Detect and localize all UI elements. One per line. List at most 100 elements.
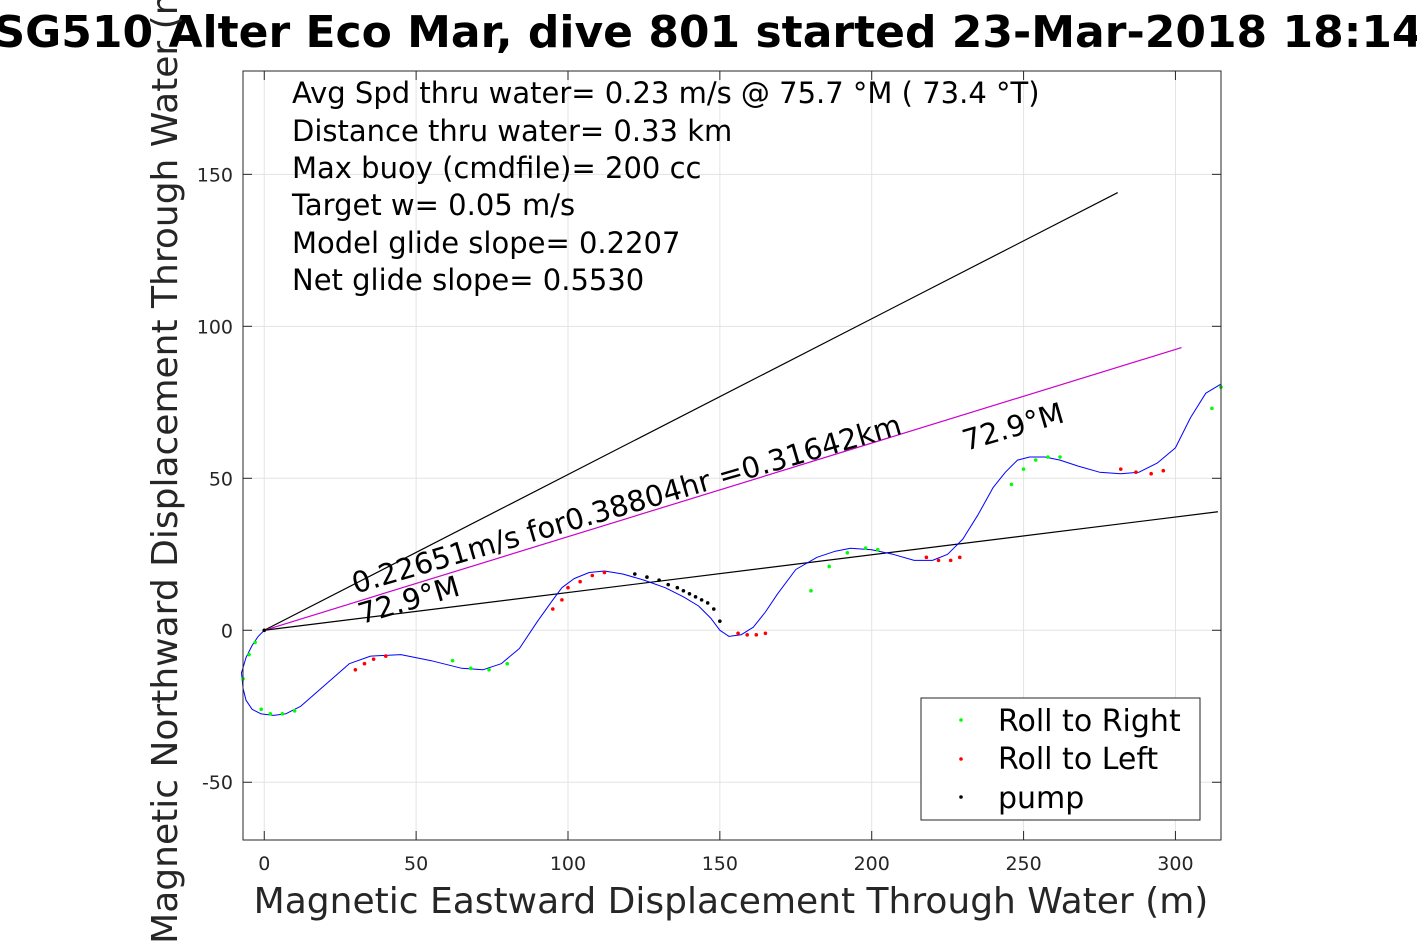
roll-right-marker [875,547,880,552]
roll-left-marker [371,657,376,661]
info-line-net-glide-slope: Net glide slope= 0.5530 [292,263,644,297]
info-line-target-w: Target w= 0.05 m/s [291,188,575,222]
x-tick-label: 200 [854,853,890,875]
pump-marker [681,588,686,593]
roll-right-marker [450,658,455,663]
pump-marker [675,585,680,590]
track-line [241,383,1222,716]
roll-left-marker [560,598,564,602]
pump-marker [711,607,716,611]
pump-marker [666,582,671,587]
legend-marker-pump [959,795,963,799]
roll-left-marker [1149,471,1153,476]
pump-marker [633,572,637,576]
pump-marker [687,591,692,596]
roll-left-marker [578,579,582,584]
plot-area [241,70,1223,841]
y-tick-label: -50 [202,772,233,794]
roll-right-marker [1210,406,1214,411]
roll-left-marker [936,558,941,563]
roll-right-marker [468,666,473,671]
x-tick-label: 250 [1005,853,1041,875]
roll-right-marker [253,640,257,645]
roll-left-marker [353,667,358,672]
roll-right-marker [827,564,831,569]
roll-right-marker [809,588,813,593]
pump-marker [718,619,722,623]
roll-right-marker [1021,467,1026,471]
track-group [241,383,1222,716]
roll-right-marker [1009,482,1014,487]
y-tick-label: 50 [209,468,233,490]
reference-line-heading [264,347,1182,631]
legend-marker-roll-right [959,718,963,722]
roll-right-marker [1033,458,1038,462]
legend-marker-roll-left [959,757,963,761]
chart-title: SG510 Alter Eco Mar, dive 801 started 23… [0,7,1417,58]
pump-marker [693,595,698,599]
legend-label-pump: pump [998,781,1084,816]
y-axis-label: Magnetic Northward Displacement Through … [145,0,186,944]
roll-left-marker [590,573,595,578]
roll-left-marker [948,558,953,563]
info-line-max-buoy: Max buoy (cmdfile)= 200 cc [292,151,701,185]
roll-left-marker [1134,470,1138,475]
y-tick-label: 100 [197,316,233,338]
roll-left-marker [957,555,962,560]
x-tick-label: 300 [1157,853,1193,875]
legend-label-roll-right: Roll to Right [998,704,1181,739]
tick-marks [243,71,1221,840]
roll-right-marker [1046,455,1050,459]
pump-marker [262,628,267,633]
roll-right-marker [863,546,868,551]
roll-right-marker [259,707,264,712]
roll-right-marker [505,661,510,666]
y-tick-label: 150 [197,164,233,186]
roll-right-marker [280,712,285,716]
roll-left-marker [602,570,607,575]
info-line-distance: Distance thru water= 0.33 km [292,114,732,148]
x-tick-label: 0 [258,853,270,875]
roll-left-marker [383,654,388,658]
roll-left-marker [736,631,740,636]
legend-box [920,697,1201,821]
roll-right-marker [487,667,491,672]
y-tick-labels: -50 0 50 100 150 [197,164,233,794]
reference-line-lower-bound [264,511,1219,631]
roll-left-marker [362,661,367,666]
roll-left-marker [763,631,768,636]
y-grid [243,173,1221,783]
legend-label-roll-left: Roll to Left [998,742,1158,777]
roll-left-marker [754,633,759,637]
x-axis-label: Magnetic Eastward Displacement Through W… [254,881,1209,922]
pump-marker [645,575,649,579]
roll-right-marker [268,712,273,716]
roll-right-marker [845,550,850,555]
roll-left-marker [1161,468,1166,473]
roll-right-marker [292,709,297,713]
x-tick-label: 50 [404,853,428,875]
x-tick-label: 100 [550,853,586,875]
x-tick-label: 150 [702,853,738,875]
marker-group [241,385,1223,716]
pump-marker [705,601,710,605]
roll-left-marker [1118,467,1123,471]
reference-line-upper-bound [263,192,1119,631]
x-tick-labels: 0 50 100 150 200 250 300 [258,853,1193,875]
roll-left-marker [551,607,555,611]
roll-left-marker [745,633,749,637]
pump-marker [699,598,704,602]
info-line-avg-speed: Avg Spd thru water= 0.23 m/s @ 75.7 °M (… [292,76,1040,110]
pump-marker [657,578,661,582]
y-tick-label: 0 [221,620,233,642]
legend: Roll to Right Roll to Left pump [920,697,1201,821]
plot-frame [242,70,1222,841]
roll-left-marker [566,585,570,590]
roll-right-marker [247,652,251,657]
roll-left-marker [924,555,929,560]
roll-right-marker [1058,455,1062,459]
info-block: Avg Spd thru water= 0.23 m/s @ 75.7 °M (… [291,76,1040,297]
reference-lines [263,192,1219,631]
info-line-model-glide-slope: Model glide slope= 0.2207 [292,226,680,260]
